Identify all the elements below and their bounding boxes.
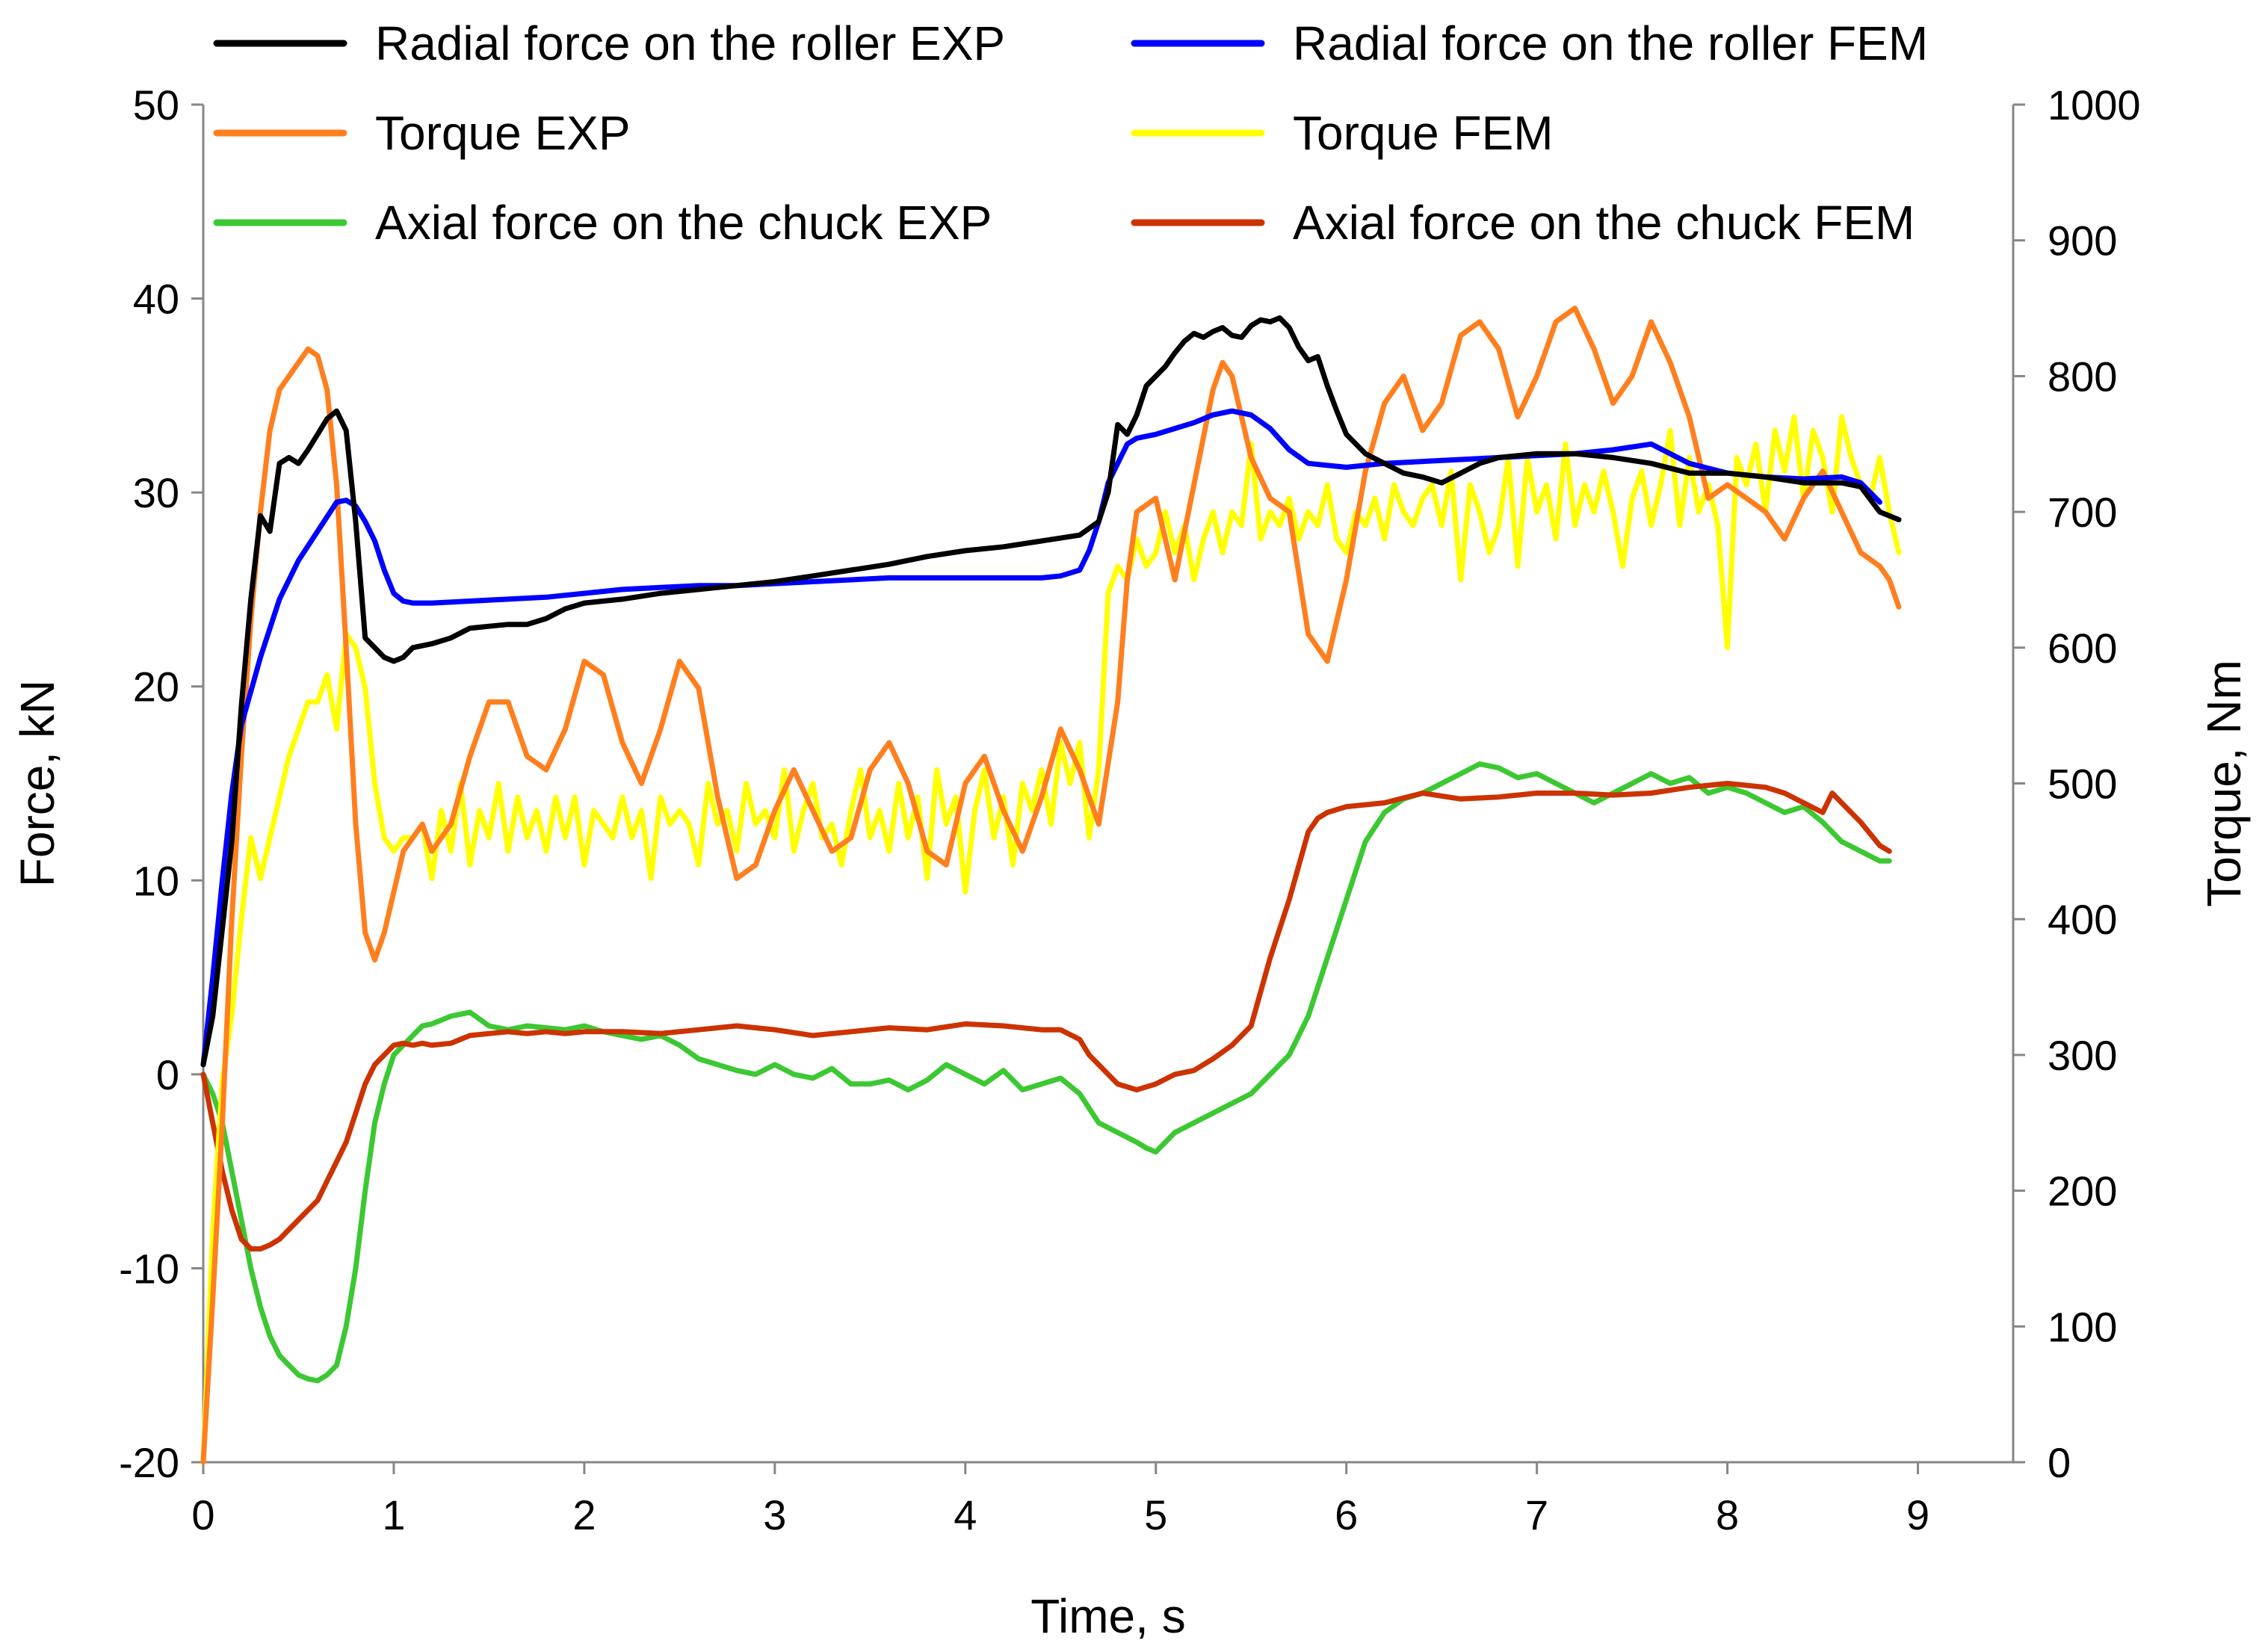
right-y-tick-label: 600 [2048,625,2117,672]
x-tick-label: 3 [763,1491,786,1538]
legend-label: Axial force on the chuck EXP [375,196,992,250]
x-tick-label: 6 [1335,1491,1358,1538]
series-layer [200,306,1902,1465]
left-y-tick-label: 10 [133,857,179,904]
legend-label: Torque FEM [1293,106,1554,160]
left-y-axis-ticks: -20 -10 0 10 20 30 40 50 [119,81,203,1486]
legend-label: Radial force on the roller FEM [1293,16,1928,70]
legend-label: Radial force on the roller EXP [375,16,1005,70]
series-line-3 [200,306,1902,1465]
right-y-tick-label: 400 [2048,896,2117,943]
left-y-tick-label: 0 [156,1051,179,1098]
left-y-tick-label: 20 [133,663,179,711]
right-y-tick-label: 1000 [2048,81,2141,129]
series-line-6 [200,781,1892,1252]
legend-label: Torque EXP [375,106,631,160]
x-tick-label: 0 [191,1491,214,1538]
right-y-axis-ticks: 0 100 200 300 400 500 600 700 800 900 1000 [2013,81,2141,1486]
x-tick-label: 2 [572,1491,596,1538]
right-y-tick-label: 500 [2048,761,2117,808]
series-line-4 [200,414,1902,1465]
x-tick-label: 9 [1906,1491,1929,1538]
right-y-tick-label: 700 [2048,489,2117,536]
right-y-tick-label: 800 [2048,353,2117,400]
right-y-tick-label: 200 [2048,1168,2117,1215]
x-tick-label: 4 [954,1491,977,1538]
right-y-axis-title: Torque, Nm [2197,660,2251,907]
left-y-tick-label: 30 [133,469,179,516]
x-tick-label: 8 [1716,1491,1739,1538]
left-y-tick-label: -20 [119,1439,179,1486]
legend-label: Axial force on the chuck FEM [1293,196,1915,250]
series-line-5 [200,761,1892,1384]
x-tick-label: 5 [1144,1491,1167,1538]
series-line-1 [200,315,1902,1068]
right-y-tick-label: 0 [2048,1439,2071,1486]
x-tick-label: 1 [382,1491,405,1538]
legend: Radial force on the roller EXP Radial for… [213,16,1928,250]
right-y-tick-label: 100 [2048,1303,2117,1350]
right-y-tick-label: 900 [2048,217,2117,264]
x-axis-ticks: 0 1 2 3 4 5 6 7 8 9 [191,1462,1929,1538]
left-y-tick-label: 40 [133,276,179,323]
left-y-tick-label: -10 [119,1245,179,1292]
right-y-tick-label: 300 [2048,1032,2117,1079]
left-y-axis-title: Force, kN [10,680,64,887]
x-tick-label: 7 [1525,1491,1548,1538]
left-y-tick-label: 50 [133,81,179,129]
x-axis-title: Time, s [1030,1589,1185,1643]
